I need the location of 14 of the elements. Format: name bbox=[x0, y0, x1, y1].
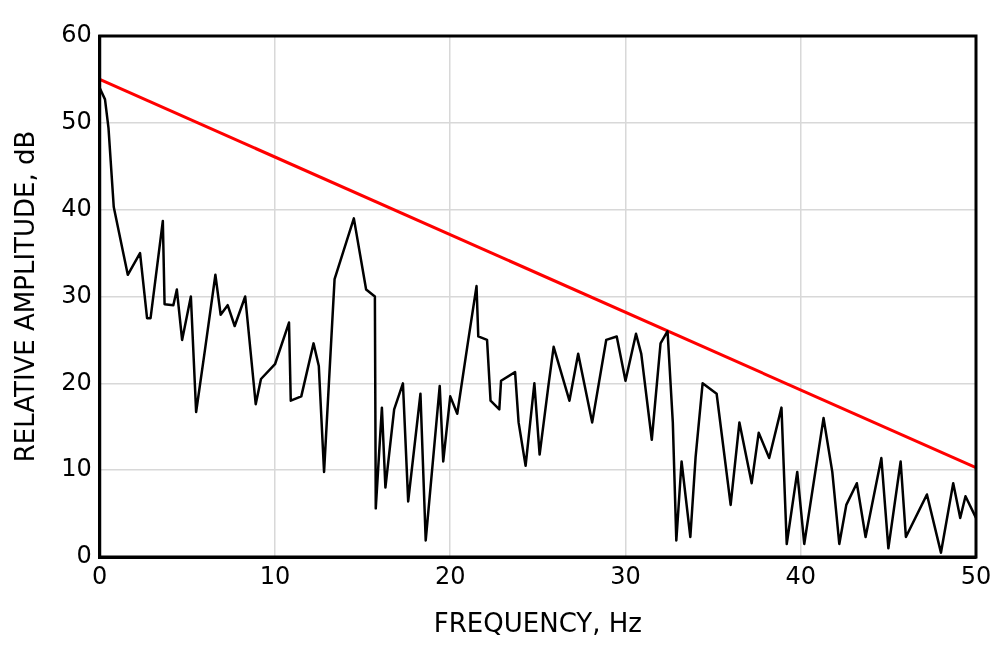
y-tick-label: 60 bbox=[61, 20, 92, 49]
x-tick-label: 50 bbox=[960, 561, 992, 590]
x-axis-title: FREQUENCY, Hz bbox=[433, 608, 642, 639]
x-tick-label: 30 bbox=[610, 561, 641, 590]
y-tick-label: 50 bbox=[61, 107, 92, 136]
y-tick-label: 40 bbox=[61, 193, 92, 222]
y-tick-label: 20 bbox=[61, 367, 92, 396]
x-tick-label: 10 bbox=[259, 561, 291, 590]
x-tick-label: 20 bbox=[434, 561, 466, 590]
y-tick-label: 10 bbox=[61, 454, 92, 483]
x-tick-label: 40 bbox=[785, 561, 817, 590]
y-tick-label: 30 bbox=[61, 280, 92, 309]
y-axis-title: RELATIVE AMPLITUDE, dB bbox=[10, 130, 41, 463]
y-tick-label: 0 bbox=[76, 541, 92, 570]
